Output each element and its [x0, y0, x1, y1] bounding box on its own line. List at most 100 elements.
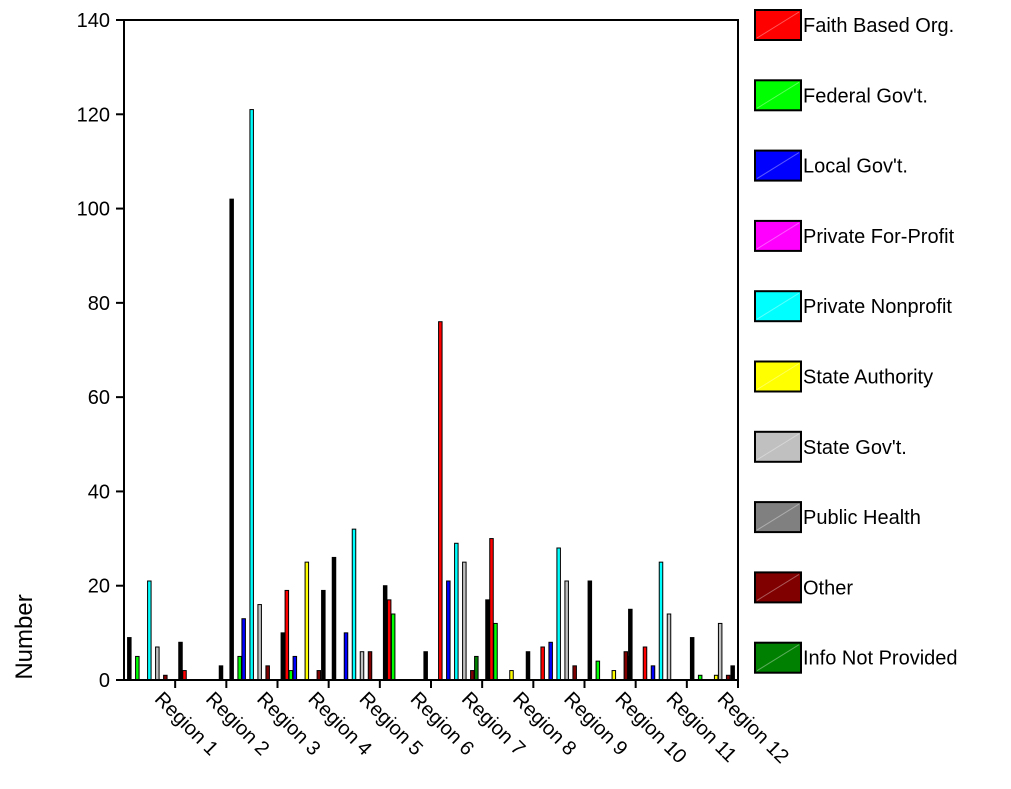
legend-item: Private Nonprofit [754, 290, 952, 323]
bar-other [470, 670, 475, 681]
bar-unlabeled [280, 632, 286, 681]
bar-unlabeled [321, 589, 326, 681]
y-tick-label: 60 [88, 387, 110, 409]
y-tick-label: 100 [77, 199, 110, 221]
legend-item: Private For-Profit [754, 219, 955, 252]
bar-federal-gov-t- [493, 622, 498, 681]
legend-swatch-hatch [756, 644, 800, 672]
bar-private-nonprofit [454, 542, 459, 681]
bar-unlabeled [587, 580, 593, 681]
legend-label: Public Health [803, 507, 921, 529]
bar-unlabeled [423, 651, 428, 681]
legend-item: Other [754, 571, 853, 604]
bar-faith-based-org- [438, 321, 443, 681]
bar-state-gov-t- [564, 580, 569, 681]
legend-label: Other [803, 577, 853, 599]
bar-state-authority [611, 670, 617, 681]
bar-other [623, 651, 629, 681]
bar-unlabeled [730, 665, 735, 681]
legend-item: Federal Gov't. [754, 79, 928, 112]
bar-state-gov-t- [257, 604, 262, 681]
legend-item: Info Not Provided [754, 641, 958, 674]
bar-other [367, 651, 373, 681]
plot-frame [123, 19, 739, 681]
legend-swatch-hatch [756, 222, 800, 250]
bar-faith-based-org- [642, 646, 648, 681]
bar-faith-based-org- [182, 670, 187, 681]
bar-state-authority [304, 561, 310, 681]
bar-other [316, 670, 322, 681]
y-tick-label: 140 [77, 10, 110, 32]
legend-label: State Gov't. [803, 437, 907, 459]
bar-state-gov-t- [155, 646, 160, 681]
legend-item: State Authority [754, 360, 933, 393]
bar-local-gov-t- [292, 655, 298, 681]
legend-swatch [754, 219, 802, 252]
legend-swatch-hatch [756, 433, 800, 461]
legend-swatch [754, 360, 802, 393]
legend-swatch [754, 149, 802, 182]
legend-swatch [754, 430, 802, 463]
legend-swatch-hatch [756, 152, 800, 180]
bar-state-gov-t- [462, 561, 467, 681]
bar-unlabeled [525, 651, 531, 681]
bar-info-not-provided [474, 655, 479, 681]
bar-faith-based-org- [386, 599, 392, 681]
y-tick-label: 120 [77, 104, 110, 126]
legend-swatch [754, 9, 802, 41]
bar-faith-based-org- [489, 538, 494, 681]
legend-label: Faith Based Org. [803, 15, 954, 37]
bar-private-nonprofit [556, 547, 561, 681]
bar-other [265, 665, 270, 681]
bar-federal-gov-t- [390, 613, 396, 681]
bar-private-nonprofit [351, 528, 357, 681]
bar-private-nonprofit [658, 561, 664, 681]
bar-other [572, 665, 577, 681]
bar-unlabeled [127, 637, 132, 681]
legend-label: Local Gov't. [803, 156, 908, 178]
bar-unlabeled [382, 585, 388, 681]
bar-federal-gov-t- [135, 655, 140, 681]
bar-federal-gov-t- [595, 660, 601, 681]
legend-swatch-hatch [756, 292, 800, 320]
y-axis-title: Number [11, 594, 38, 679]
bar-local-gov-t- [446, 580, 451, 681]
bars-layer [127, 109, 735, 681]
bar-state-gov-t- [666, 613, 672, 681]
bar-unlabeled [485, 599, 490, 681]
legend-label: State Authority [803, 367, 933, 389]
bar-unlabeled [331, 556, 337, 681]
bar-unlabeled [218, 665, 224, 681]
bar-state-authority [509, 670, 514, 681]
bar-local-gov-t- [241, 618, 246, 681]
bar-federal-gov-t- [288, 670, 294, 681]
legend-item: Local Gov't. [754, 149, 908, 182]
bar-federal-gov-t- [237, 655, 242, 681]
bar-local-gov-t- [650, 665, 656, 681]
y-tick-label: 20 [88, 576, 110, 598]
legend-label: Federal Gov't. [803, 85, 928, 107]
legend-item: Faith Based Org. [754, 9, 954, 41]
legend: Faith Based Org. Federal Gov't. Local Gov'… [754, 9, 958, 674]
bar-faith-based-org- [284, 589, 290, 681]
legend-swatch-hatch [756, 573, 800, 601]
bar-local-gov-t- [548, 641, 553, 681]
bar-state-gov-t- [359, 651, 365, 681]
y-tick-label: 0 [99, 670, 110, 692]
legend-swatch-hatch [756, 11, 800, 39]
bar-faith-based-org- [540, 646, 545, 681]
legend-swatch [754, 79, 802, 112]
y-tick-label: 80 [88, 293, 110, 315]
y-axis: 0 20 40 60 80 100 120 140 [77, 10, 124, 692]
legend-item: State Gov't. [754, 430, 907, 463]
bar-unlabeled [229, 198, 234, 681]
legend-swatch [754, 641, 802, 674]
legend-swatch-hatch [756, 363, 800, 390]
legend-item: Public Health [754, 501, 921, 534]
bar-unlabeled [628, 608, 633, 681]
legend-label: Private Nonprofit [803, 296, 952, 318]
bar-unlabeled [689, 637, 695, 681]
legend-swatch-hatch [756, 503, 800, 531]
